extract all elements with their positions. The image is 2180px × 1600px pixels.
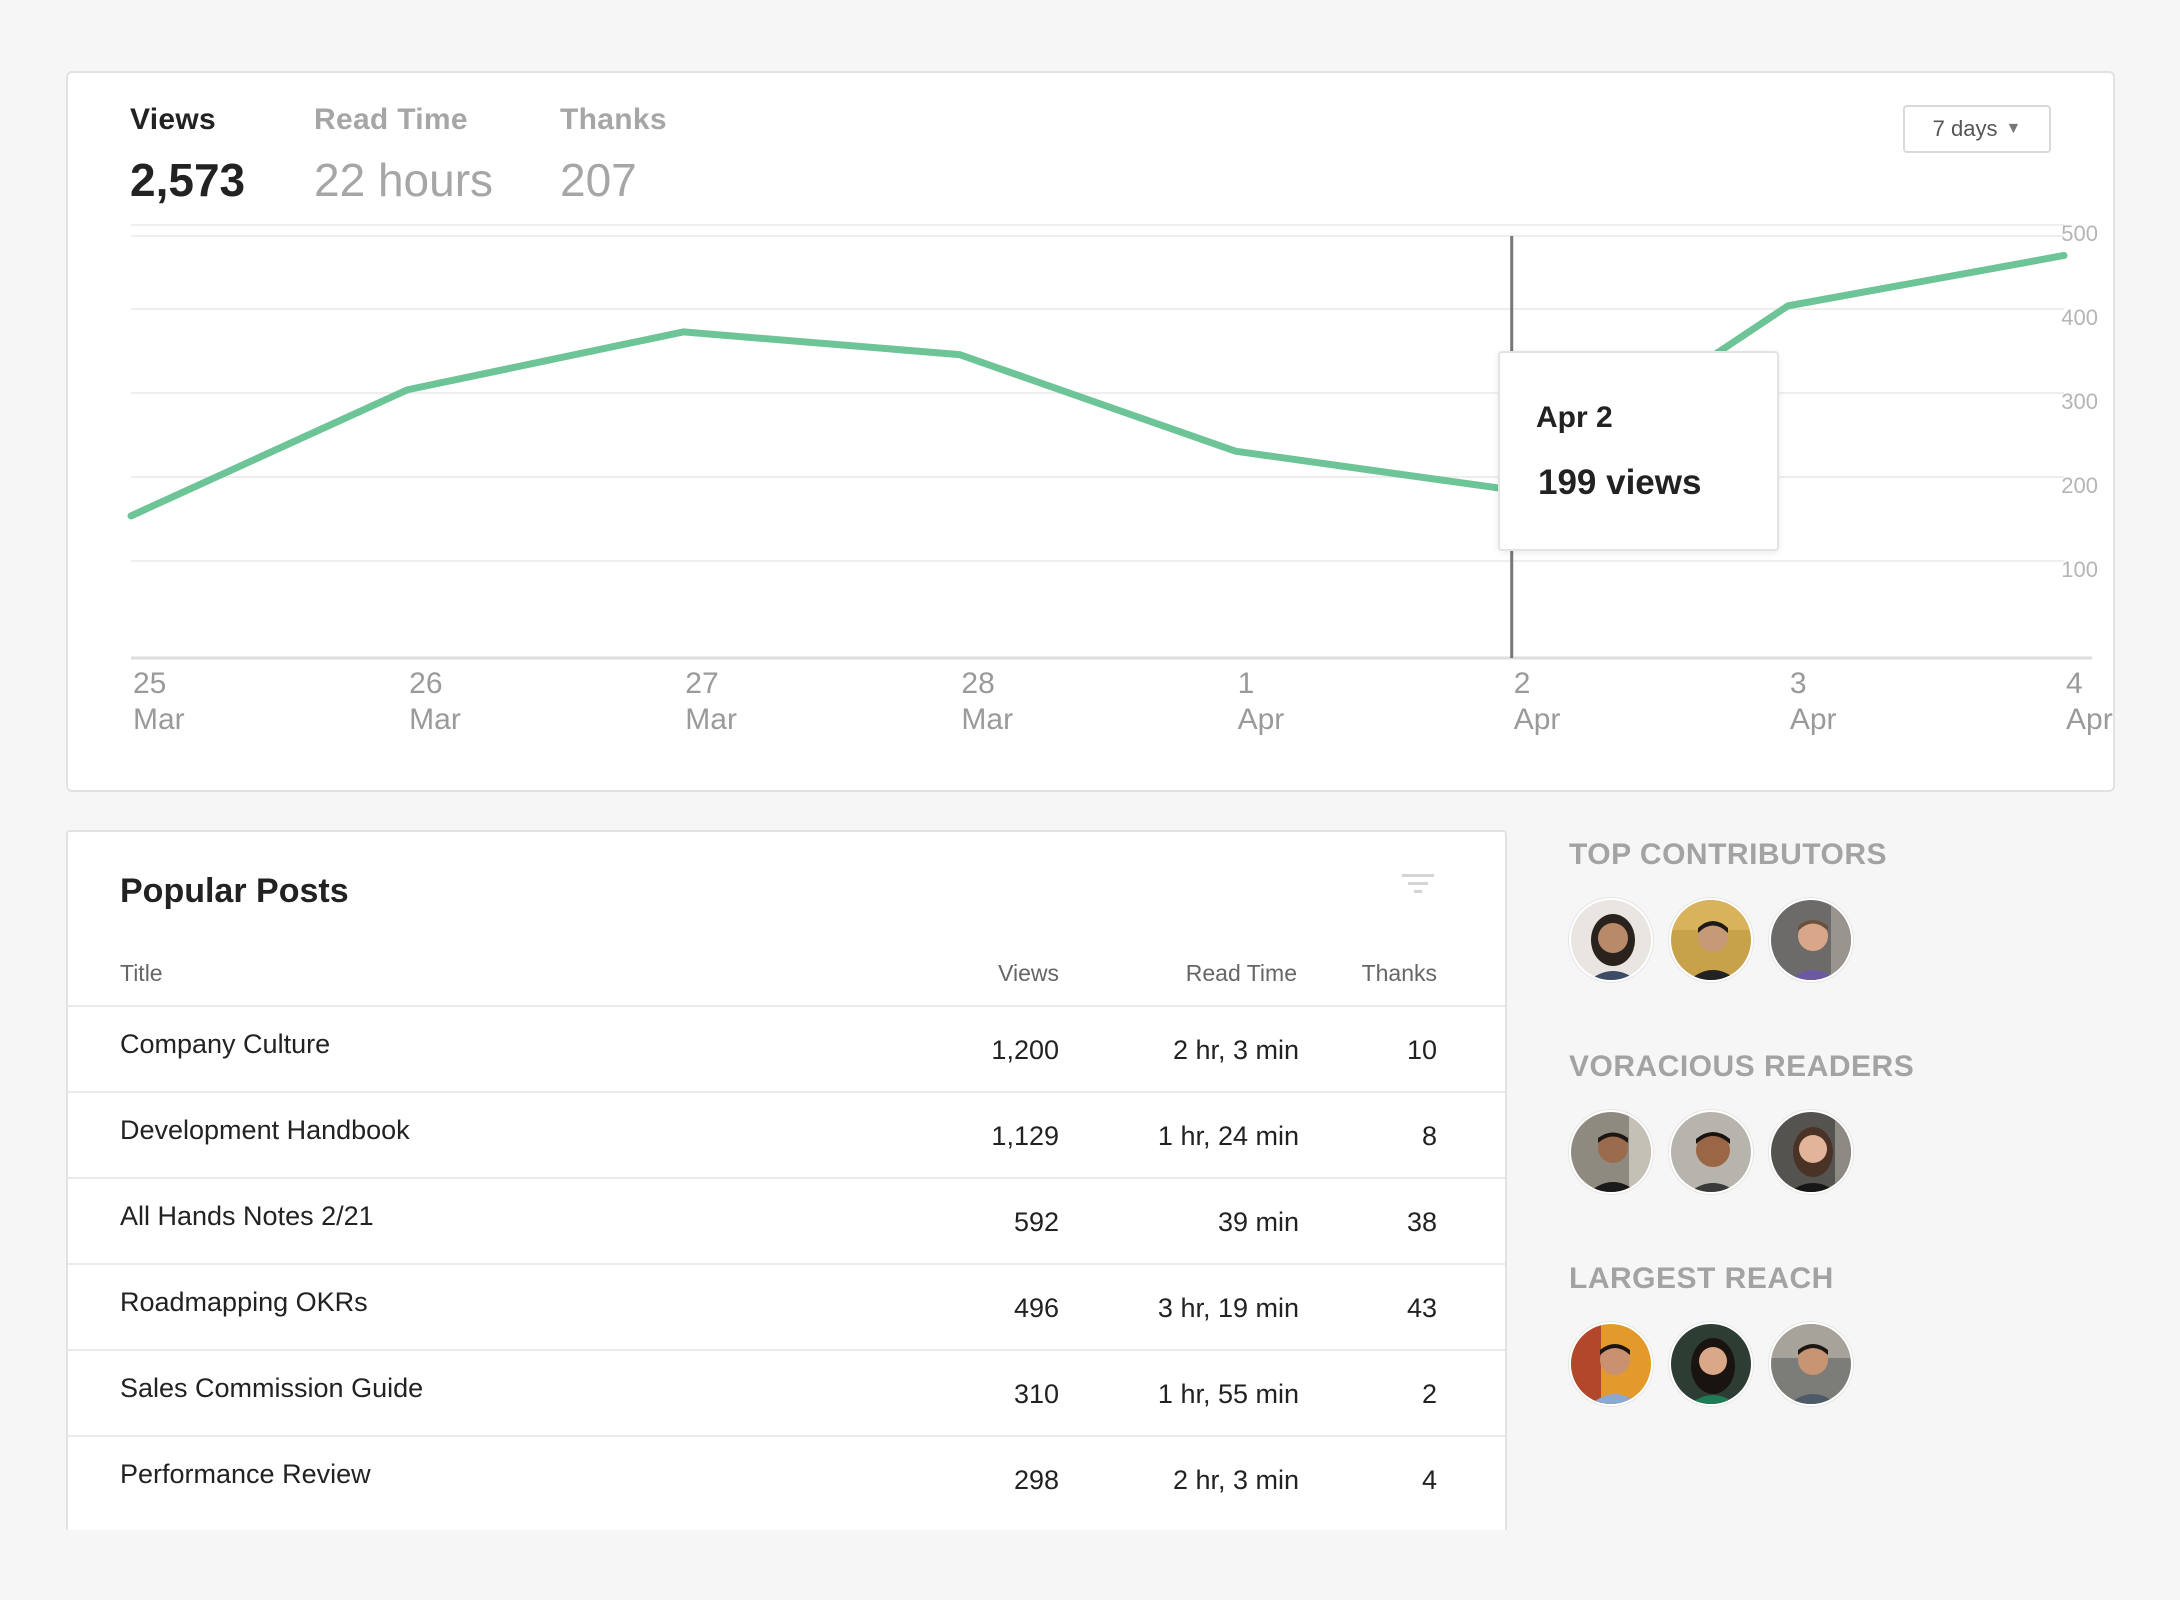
y-tick-label: 300 (2061, 389, 2098, 414)
post-title: Sales Commission Guide (120, 1373, 424, 1403)
chart-tooltip: Apr 2 199 views (1498, 351, 1779, 551)
post-views: 310 (1013, 1379, 1059, 1409)
avatar[interactable] (1569, 1110, 1653, 1194)
avatar[interactable] (1569, 898, 1653, 982)
stat-thanks[interactable]: Thanks 207 (560, 103, 667, 207)
stat-views-value: 2,573 (130, 154, 246, 206)
chevron-down-icon: ▼ (2005, 120, 2022, 137)
post-read-time: 2 hr, 3 min (1172, 1035, 1299, 1065)
popular-posts-table: Popular Posts Title Views Read Time Than… (66, 830, 1507, 1530)
table-row[interactable]: Roadmapping OKRs 496 3 hr, 19 min 43 (68, 1263, 1505, 1349)
voracious-readers-section: VORACIOUS READERS (1569, 1050, 1914, 1194)
post-title: Performance Review (120, 1459, 371, 1489)
y-tick-label: 200 (2061, 473, 2098, 498)
avatar-group (1569, 898, 1887, 982)
x-tick-day: 26 (409, 667, 442, 700)
avatar[interactable] (1769, 1322, 1853, 1406)
date-range-label: 7 days (1932, 116, 1998, 141)
post-title: All Hands Notes 2/21 (120, 1201, 374, 1231)
top-contributors-heading: TOP CONTRIBUTORS (1569, 838, 1888, 871)
x-tick-day: 2 (1514, 667, 1531, 700)
table-row[interactable]: Company Culture 1,200 2 hr, 3 min 10 (68, 1005, 1505, 1091)
post-views: 496 (1013, 1293, 1059, 1323)
x-tick-month: Apr (1238, 703, 1285, 736)
post-read-time: 2 hr, 3 min (1172, 1465, 1299, 1495)
popular-posts-title: Popular Posts (120, 872, 349, 910)
x-tick-month: Mar (133, 703, 185, 736)
x-tick-month: Mar (409, 703, 461, 736)
x-tick-day: 1 (1238, 667, 1255, 700)
views-line-chart[interactable]: 50040030020010025Mar26Mar27Mar28Mar1Apr2… (68, 73, 2113, 790)
x-tick-month: Apr (1514, 703, 1561, 736)
table-row[interactable]: Development Handbook 1,129 1 hr, 24 min … (68, 1091, 1505, 1177)
top-contributors-section: TOP CONTRIBUTORS (1569, 838, 1887, 982)
post-thanks: 2 (1421, 1379, 1437, 1409)
table-body: Company Culture 1,200 2 hr, 3 min 10 Dev… (68, 1005, 1505, 1521)
post-read-time: 39 min (1217, 1207, 1299, 1237)
tooltip-value: 199 views (1538, 463, 1702, 502)
post-title: Roadmapping OKRs (120, 1287, 368, 1317)
date-range-dropdown[interactable]: 7 days ▼ (1903, 105, 2051, 153)
post-views: 1,200 (991, 1035, 1059, 1065)
post-thanks: 4 (1421, 1465, 1437, 1495)
avatar-group (1569, 1110, 1914, 1194)
avatar[interactable] (1769, 898, 1853, 982)
column-header-thanks[interactable]: Thanks (1361, 960, 1437, 986)
x-tick-day: 4 (2066, 667, 2083, 700)
filter-icon[interactable] (1400, 870, 1436, 900)
stat-views-label: Views (130, 103, 217, 136)
analytics-card: Views 2,573 Read Time 22 hours Thanks 20… (66, 71, 2115, 792)
voracious-readers-heading: VORACIOUS READERS (1569, 1050, 1915, 1083)
post-thanks: 38 (1406, 1207, 1437, 1237)
y-tick-label: 400 (2061, 305, 2098, 330)
stat-thanks-value: 207 (560, 154, 637, 206)
table-row[interactable]: Performance Review 298 2 hr, 3 min 4 (68, 1435, 1505, 1521)
post-views: 592 (1013, 1207, 1059, 1237)
avatar[interactable] (1669, 1110, 1753, 1194)
column-header-title[interactable]: Title (120, 960, 163, 986)
post-read-time: 1 hr, 55 min (1157, 1379, 1299, 1409)
x-tick-day: 27 (685, 667, 718, 700)
table-row[interactable]: All Hands Notes 2/21 592 39 min 38 (68, 1177, 1505, 1263)
post-read-time: 1 hr, 24 min (1157, 1121, 1299, 1151)
avatar-group (1569, 1322, 1853, 1406)
x-tick-month: Mar (685, 703, 737, 736)
largest-reach-heading: LARGEST REACH (1569, 1262, 1834, 1295)
stat-views[interactable]: Views 2,573 (130, 103, 245, 207)
stat-read-time-value: 22 hours (314, 154, 494, 206)
largest-reach-section: LARGEST REACH (1569, 1262, 1853, 1406)
y-tick-label: 100 (2061, 557, 2098, 582)
stat-thanks-label: Thanks (560, 103, 667, 136)
post-title: Development Handbook (120, 1115, 410, 1145)
x-tick-month: Apr (2066, 703, 2113, 736)
post-thanks: 8 (1421, 1121, 1437, 1151)
series-line-views (127, 251, 2068, 520)
column-header-read-time[interactable]: Read Time (1185, 960, 1297, 986)
post-thanks: 43 (1406, 1293, 1437, 1323)
x-tick-month: Mar (961, 703, 1013, 736)
post-read-time: 3 hr, 19 min (1157, 1293, 1299, 1323)
table-row[interactable]: Sales Commission Guide 310 1 hr, 55 min … (68, 1349, 1505, 1435)
post-views: 298 (1013, 1465, 1059, 1495)
x-tick-month: Apr (1790, 703, 1837, 736)
stat-read-time[interactable]: Read Time 22 hours (314, 103, 493, 207)
avatar[interactable] (1569, 1322, 1653, 1406)
stat-read-time-label: Read Time (314, 103, 468, 136)
tooltip-date: Apr 2 (1536, 401, 1613, 434)
avatar[interactable] (1769, 1110, 1853, 1194)
y-tick-label: 500 (2061, 221, 2098, 246)
post-title: Company Culture (120, 1029, 331, 1059)
post-thanks: 10 (1406, 1035, 1437, 1065)
avatar[interactable] (1669, 1322, 1753, 1406)
column-header-views[interactable]: Views (998, 960, 1059, 986)
x-tick-day: 3 (1790, 667, 1807, 700)
avatar[interactable] (1669, 898, 1753, 982)
x-tick-day: 28 (961, 667, 994, 700)
post-views: 1,129 (991, 1121, 1059, 1151)
x-tick-day: 25 (133, 667, 166, 700)
